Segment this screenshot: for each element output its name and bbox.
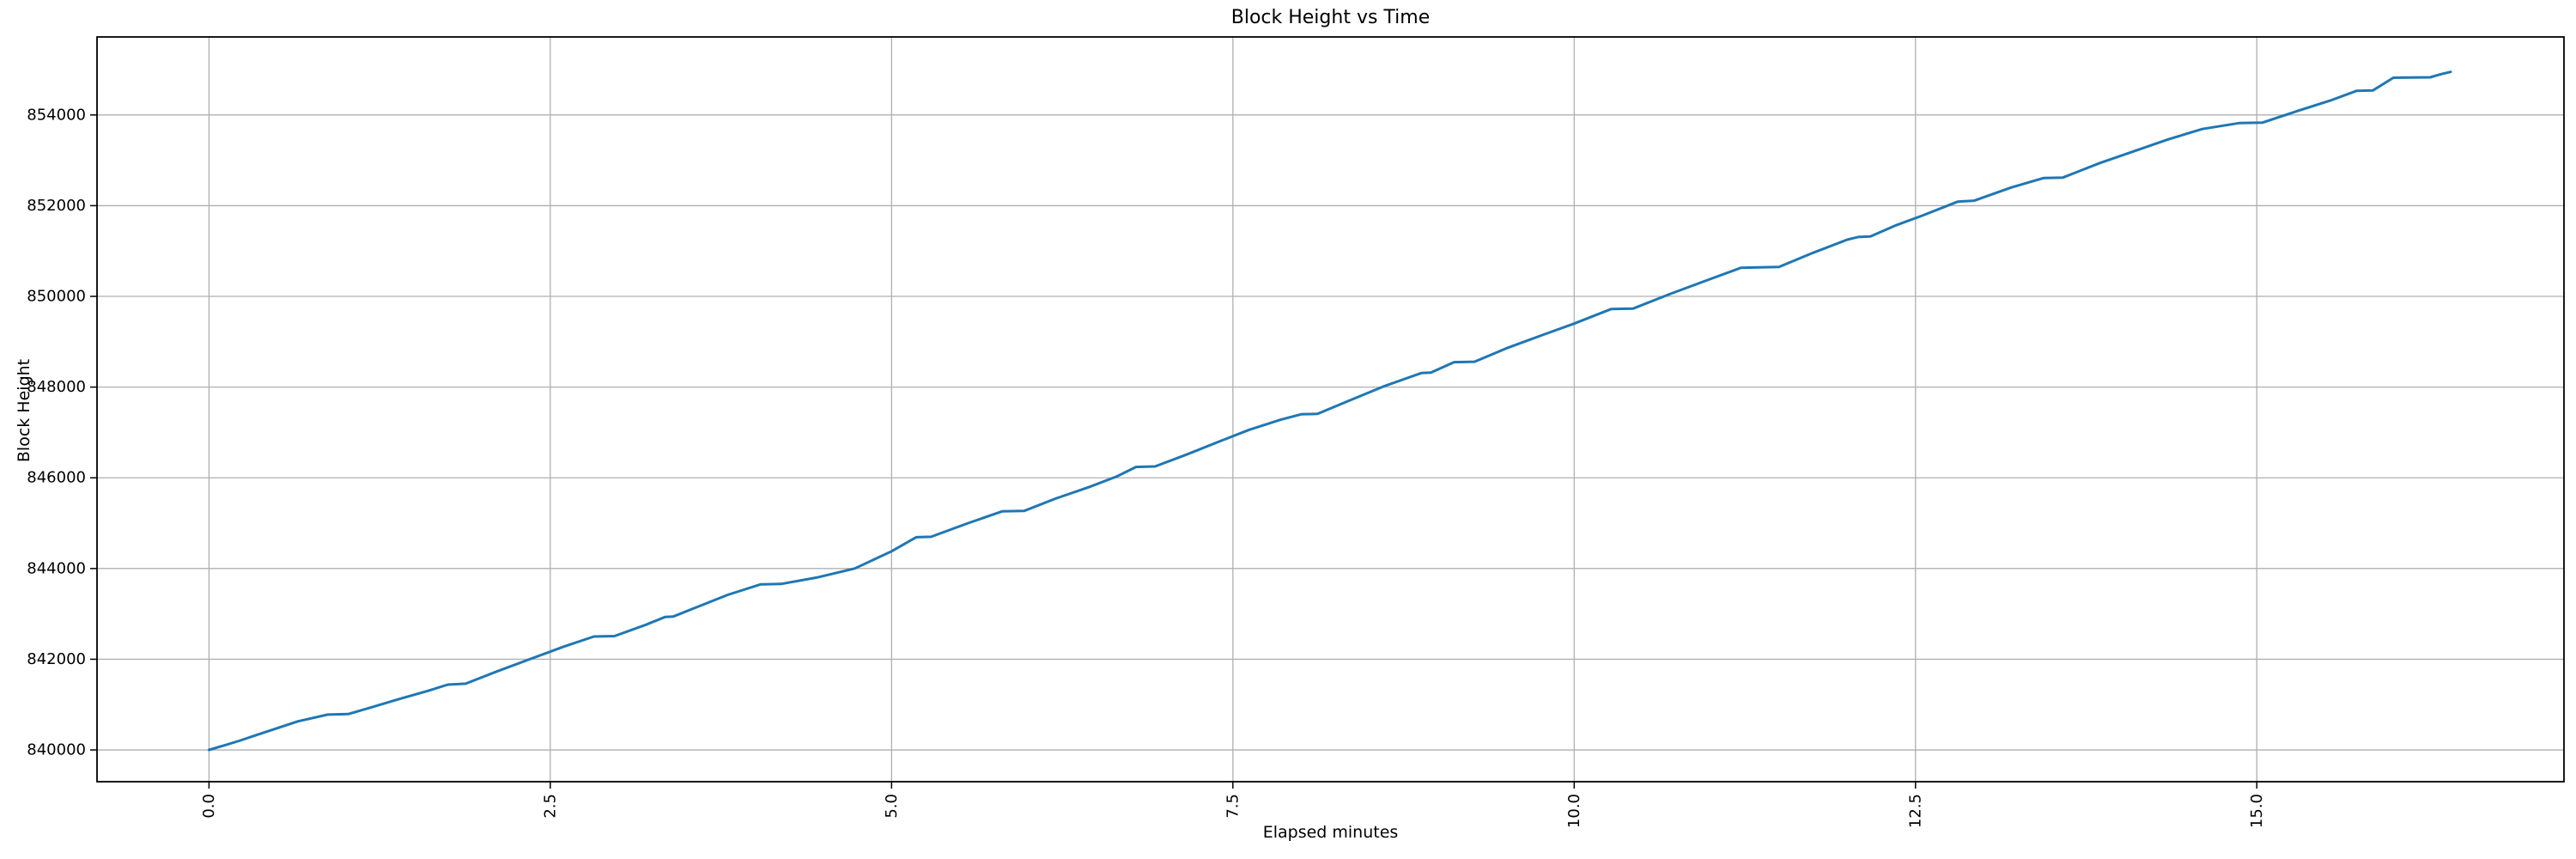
y-tick-label: 844000 [27,559,86,577]
y-tick-label: 846000 [27,469,86,487]
y-tick-label: 840000 [27,741,86,759]
x-axis-label: Elapsed minutes [1262,823,1399,842]
x-tick-label: 2.5 [541,794,559,819]
chart-title: Block Height vs Time [1230,7,1431,28]
series-line [207,70,2452,752]
x-tick-label: 12.5 [1906,794,1924,828]
x-tick-label: 15.0 [2248,794,2266,828]
x-tick-label: 0.0 [200,794,218,819]
x-tick-label: 5.0 [883,794,901,819]
x-tick-label: 10.0 [1565,794,1583,828]
y-tick-label: 848000 [27,378,86,396]
y-tick-label: 854000 [27,106,86,124]
y-axis-label: Block Height [15,358,33,463]
axes-frame [96,36,2565,783]
y-tick-label: 852000 [27,197,86,215]
y-tick-label: 850000 [27,288,86,306]
y-tick-label: 842000 [27,650,86,668]
x-tick-label: 7.5 [1224,794,1242,819]
